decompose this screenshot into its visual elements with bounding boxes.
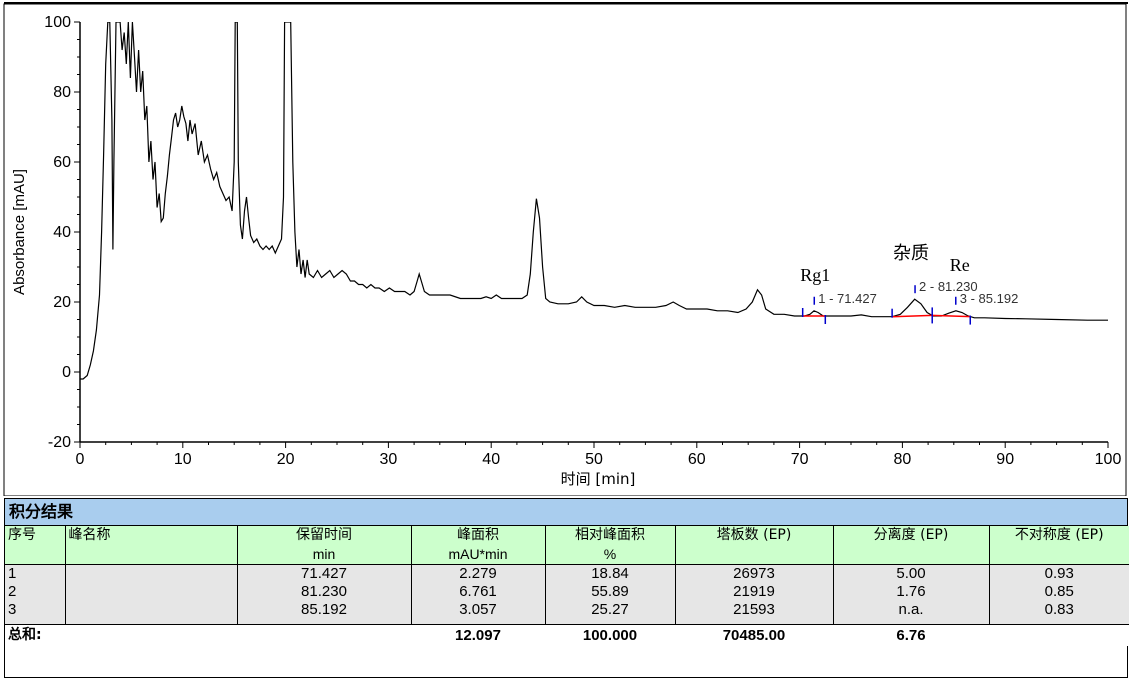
y-tick-label: 60	[53, 154, 71, 171]
cell-asymmetry: 0.85	[988, 583, 1129, 601]
cell-asymmetry: 0.83	[988, 601, 1129, 619]
cell-retention-time: 81.230	[236, 583, 411, 601]
y-tick-label: 80	[53, 84, 71, 101]
x-tick-label: 80	[894, 451, 912, 468]
results-title: 积分结果	[5, 499, 1127, 526]
cell-rel-area: 25.27	[544, 601, 675, 619]
top-rule	[4, 2, 1128, 4]
peak-label: 2 - 81.230	[919, 279, 978, 294]
table-spacer-row	[5, 619, 1129, 625]
unit-plates	[674, 545, 833, 565]
cell-plates: 21593	[674, 601, 833, 619]
cell-seq: 3	[8, 601, 17, 618]
peak-baseline	[932, 314, 971, 318]
cell-peak-name	[64, 601, 237, 619]
table-row: 2 81.230 6.761 55.89 21919 1.76 0.85	[5, 583, 1129, 601]
table-row: 3 85.192 3.057 25.27 21593 n.a. 0.83	[5, 601, 1129, 619]
x-tick-label: 0	[76, 451, 85, 468]
total-asymmetry	[989, 624, 1129, 646]
x-tick-label: 30	[380, 451, 398, 468]
cell-plates: 26973	[674, 564, 833, 583]
integration-results-panel: 积分结果 序号 峰名称 保留时间 峰面积 相对峰面积 塔板数 (EP) 分离度 …	[4, 498, 1129, 678]
x-tick-label: 40	[482, 451, 500, 468]
cell-area: 3.057	[410, 601, 545, 619]
total-rel-area: 100.000	[545, 624, 675, 646]
unit-area: mAU*min	[410, 545, 545, 565]
col-header-peak-name: 峰名称	[64, 526, 237, 545]
peak-baseline	[892, 314, 933, 318]
chromatogram-chart: -20 0 20 40 60 80 100 0 10 20 30 40 50 60 70 80 90 100 时间 …	[3, 2, 1128, 496]
chart-svg: -20 0 20 40 60 80 100 0 10 20 30 40 50 60 70 80 90 100 时间 …	[3, 3, 1127, 496]
peak-name-annotation: Re	[950, 255, 970, 275]
cell-peak-name	[64, 564, 237, 583]
y-tick-label: 0	[62, 364, 71, 381]
cell-resolution: 5.00	[832, 564, 989, 583]
col-header-retention-time: 保留时间	[236, 526, 411, 545]
cell-resolution: n.a.	[832, 601, 989, 619]
cell-rel-area: 55.89	[544, 583, 675, 601]
unit-seq	[5, 545, 65, 565]
cell-resolution: 1.76	[832, 583, 989, 601]
peak-label: 3 - 85.192	[960, 291, 1019, 306]
unit-row: min mAU*min %	[5, 545, 1129, 565]
col-header-resolution: 分离度 (EP)	[832, 526, 989, 545]
table-row: 1 71.427 2.279 18.84 26973 5.00 0.93	[5, 564, 1129, 583]
cell-retention-time: 71.427	[236, 564, 411, 583]
col-header-area: 峰面积	[410, 526, 545, 545]
x-tick-label: 20	[277, 451, 295, 468]
y-axis-label: Absorbance [mAU]	[11, 169, 28, 295]
cell-plates: 21919	[674, 583, 833, 601]
x-tick-label: 100	[1095, 451, 1122, 468]
x-axis-label: 时间 [min]	[561, 470, 636, 488]
x-tick-label: 70	[791, 451, 809, 468]
cell-seq: 2	[8, 583, 17, 600]
unit-rel-area: %	[544, 545, 675, 565]
unit-retention-time: min	[236, 545, 411, 565]
total-resolution: 6.76	[833, 624, 989, 646]
chromatogram-trace	[80, 22, 1108, 380]
col-header-asymmetry: 不对称度 (EP)	[988, 526, 1129, 545]
unit-asymmetry	[988, 545, 1129, 565]
y-tick-label: 40	[53, 224, 71, 241]
y-tick-label: 20	[53, 294, 71, 311]
x-tick-label: 50	[585, 451, 603, 468]
cell-area: 6.761	[410, 583, 545, 601]
cell-retention-time: 85.192	[236, 601, 411, 619]
total-area: 12.097	[411, 624, 545, 646]
total-plates: 70485.00	[675, 624, 833, 646]
y-tick-label: -20	[48, 434, 71, 451]
cell-rel-area: 18.84	[544, 564, 675, 583]
x-tick-label: 60	[688, 451, 706, 468]
x-tick-label: 90	[996, 451, 1014, 468]
total-retention-time	[237, 624, 411, 646]
peak-name-annotation: 杂质	[893, 243, 929, 263]
cell-seq: 1	[8, 565, 17, 582]
col-header-plates: 塔板数 (EP)	[674, 526, 833, 545]
col-header-rel-area: 相对峰面积	[544, 526, 675, 545]
results-table: 序号 峰名称 保留时间 峰面积 相对峰面积 塔板数 (EP) 分离度 (EP) …	[5, 526, 1129, 646]
peak-label: 1 - 71.427	[818, 291, 877, 306]
cell-asymmetry: 0.93	[988, 564, 1129, 583]
unit-peak-name	[64, 545, 237, 565]
peak-name-annotation: Rg1	[800, 265, 830, 285]
cell-peak-name	[64, 583, 237, 601]
x-tick-label: 10	[174, 451, 192, 468]
unit-resolution	[832, 545, 989, 565]
col-header-seq: 序号	[8, 527, 36, 543]
total-label: 总和:	[5, 624, 237, 646]
y-tick-label: 100	[44, 14, 71, 31]
cell-area: 2.279	[410, 564, 545, 583]
chart-frame	[3, 3, 1127, 496]
total-row: 总和: 12.097 100.000 70485.00 6.76	[5, 624, 1129, 646]
header-row: 序号 峰名称 保留时间 峰面积 相对峰面积 塔板数 (EP) 分离度 (EP) …	[5, 526, 1129, 545]
